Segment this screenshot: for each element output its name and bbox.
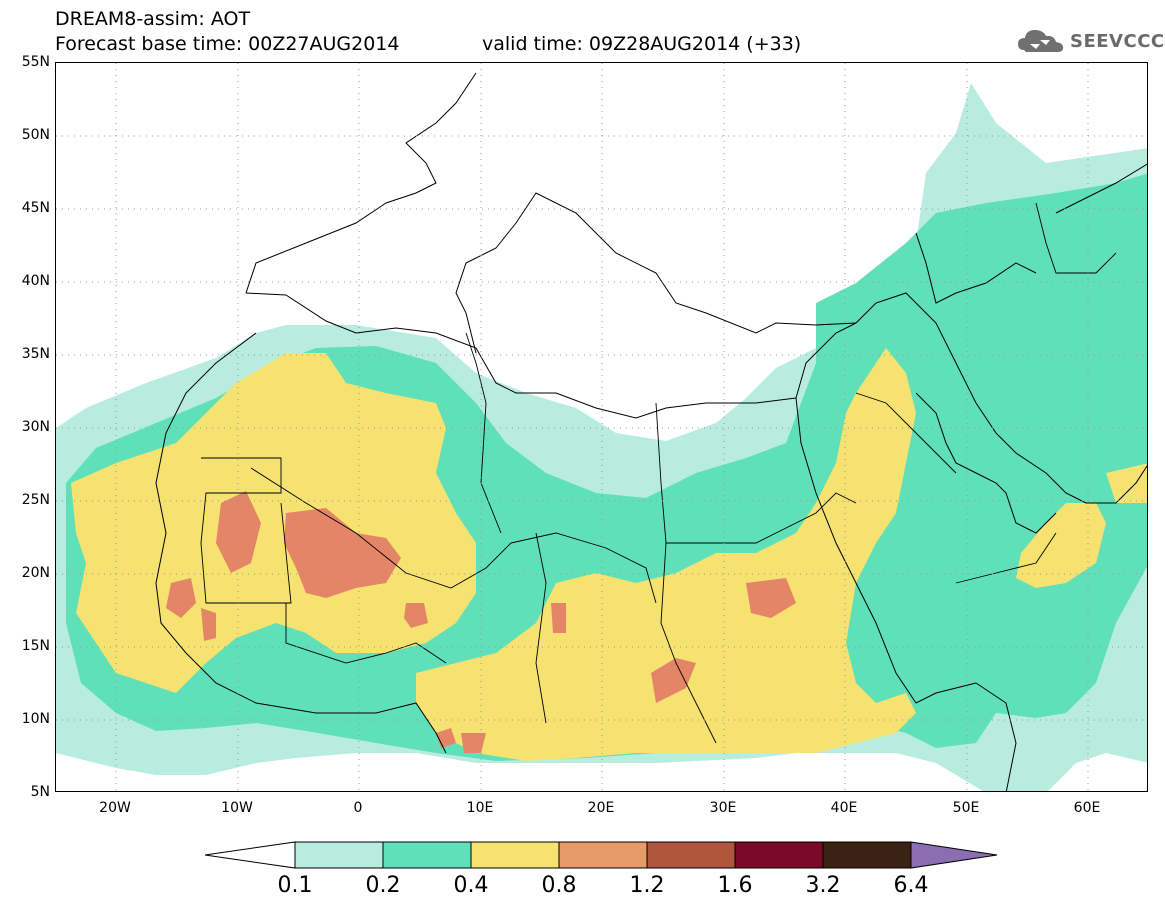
aot-band-0-8-f xyxy=(551,603,566,633)
colorbar-bin-0-1 xyxy=(294,841,384,869)
lat-label-10n: 10N xyxy=(21,711,50,727)
cloud-logo-icon xyxy=(1018,30,1064,52)
map-title: DREAM8-assim: AOT xyxy=(55,8,251,30)
lon-label-0: 0 xyxy=(353,800,363,816)
map-area xyxy=(55,62,1148,792)
aot-band-0-4-arabia xyxy=(1016,503,1106,588)
lon-label-40e: 40E xyxy=(830,800,858,816)
lat-label-50n: 50N xyxy=(21,127,50,143)
country-borders xyxy=(200,202,1117,744)
colorbar-label-6-4: 6.4 xyxy=(893,873,929,898)
lat-label-45n: 45N xyxy=(21,200,50,216)
lat-label-30n: 30N xyxy=(21,419,50,435)
lon-label-10w: 10W xyxy=(221,800,253,816)
coastlines xyxy=(155,72,1147,791)
lat-label-5n: 5N xyxy=(30,784,50,800)
valid-time: valid time: 09Z28AUG2014 (+33) xyxy=(482,33,802,55)
aot-band-0-8-j xyxy=(461,733,486,753)
colorbar-bin-3-2 xyxy=(822,841,912,869)
graticule xyxy=(56,63,1147,791)
aot-field xyxy=(56,63,1147,791)
aot-band-0-8-e xyxy=(404,603,428,628)
aot-band-0-8-h xyxy=(651,658,696,703)
colorbar-bin-0-2 xyxy=(382,841,472,869)
lat-label-15n: 15N xyxy=(21,638,50,654)
colorbar xyxy=(205,841,998,869)
colorbar-label-3-2: 3.2 xyxy=(805,873,841,898)
lon-label-30e: 30E xyxy=(709,800,737,816)
lat-label-35n: 35N xyxy=(21,346,50,362)
colorbar-bin-1-6 xyxy=(734,841,824,869)
lon-label-20w: 20W xyxy=(99,800,131,816)
colorbar-bin-1-2 xyxy=(646,841,736,869)
colorbar-bin-0-4 xyxy=(470,841,560,869)
lon-label-50e: 50E xyxy=(952,800,980,816)
aot-band-0-8-d xyxy=(201,608,216,641)
colorbar-high-arrow xyxy=(910,841,998,869)
lat-label-55n: 55N xyxy=(21,54,50,70)
colorbar-label-0-2: 0.2 xyxy=(365,873,401,898)
aot-band-0-4-sahel xyxy=(416,348,916,761)
colorbar-label-1-6: 1.6 xyxy=(717,873,753,898)
lon-label-60e: 60E xyxy=(1073,800,1101,816)
colorbar-label-0-1: 0.1 xyxy=(277,873,313,898)
lat-label-20n: 20N xyxy=(21,565,50,581)
colorbar-bin-0-8 xyxy=(558,841,648,869)
aot-band-0-4-east xyxy=(1106,463,1147,503)
aot-band-0-8-g xyxy=(746,578,796,618)
colorbar-label-0-4: 0.4 xyxy=(453,873,489,898)
forecast-base-time: Forecast base time: 00Z27AUG2014 xyxy=(55,33,400,55)
lat-label-40n: 40N xyxy=(21,273,50,289)
colorbar-label-0-8: 0.8 xyxy=(541,873,577,898)
logo-text: SEEVCCC xyxy=(1070,31,1165,52)
aot-band-0-8-b xyxy=(284,508,401,598)
lat-label-25n: 25N xyxy=(21,492,50,508)
colorbar-label-1-2: 1.2 xyxy=(629,873,665,898)
lon-label-20e: 20E xyxy=(587,800,615,816)
aot-band-0-8-c xyxy=(166,578,196,618)
colorbar-low-arrow xyxy=(205,841,296,869)
lon-label-10e: 10E xyxy=(466,800,494,816)
